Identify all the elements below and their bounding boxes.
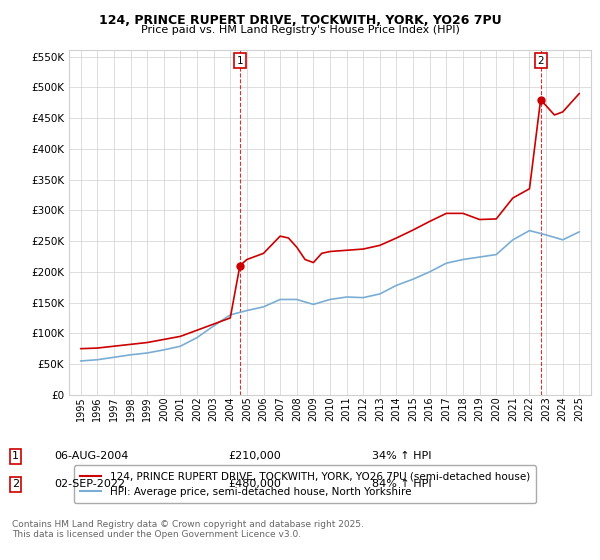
Text: £210,000: £210,000 bbox=[228, 451, 281, 461]
Text: Price paid vs. HM Land Registry's House Price Index (HPI): Price paid vs. HM Land Registry's House … bbox=[140, 25, 460, 35]
Text: 2: 2 bbox=[538, 56, 544, 66]
Text: 06-AUG-2004: 06-AUG-2004 bbox=[54, 451, 128, 461]
Text: 1: 1 bbox=[12, 451, 19, 461]
Text: 84% ↑ HPI: 84% ↑ HPI bbox=[372, 479, 431, 489]
Text: 2: 2 bbox=[12, 479, 19, 489]
Text: 1: 1 bbox=[236, 56, 243, 66]
Text: 124, PRINCE RUPERT DRIVE, TOCKWITH, YORK, YO26 7PU: 124, PRINCE RUPERT DRIVE, TOCKWITH, YORK… bbox=[98, 14, 502, 27]
Text: 34% ↑ HPI: 34% ↑ HPI bbox=[372, 451, 431, 461]
Text: £480,000: £480,000 bbox=[228, 479, 281, 489]
Text: Contains HM Land Registry data © Crown copyright and database right 2025.
This d: Contains HM Land Registry data © Crown c… bbox=[12, 520, 364, 539]
Text: 02-SEP-2022: 02-SEP-2022 bbox=[54, 479, 125, 489]
Legend: 124, PRINCE RUPERT DRIVE, TOCKWITH, YORK, YO26 7PU (semi-detached house), HPI: A: 124, PRINCE RUPERT DRIVE, TOCKWITH, YORK… bbox=[74, 465, 536, 503]
